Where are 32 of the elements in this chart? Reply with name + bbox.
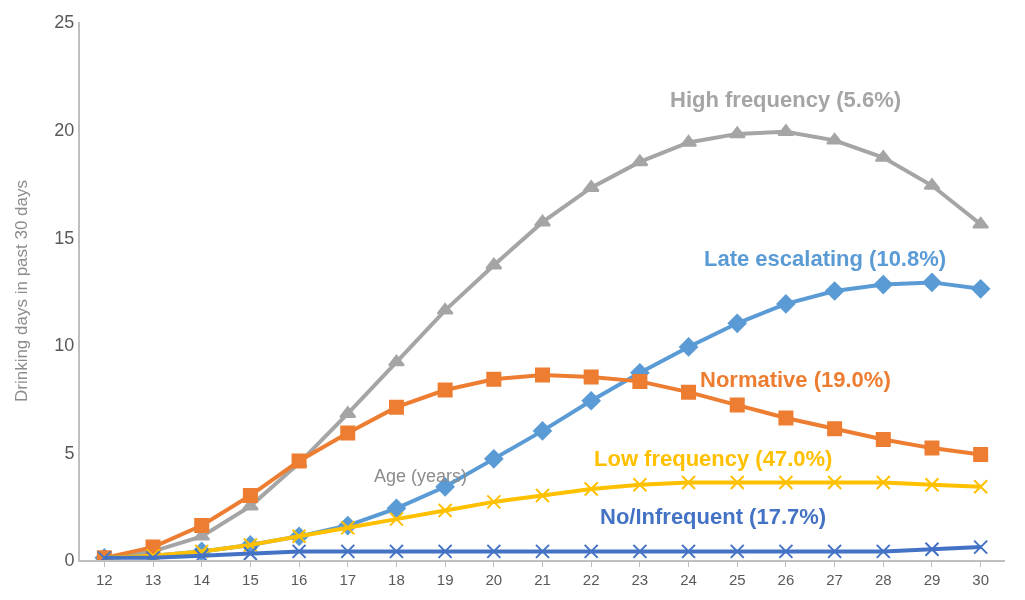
x-tick-label: 25	[728, 571, 746, 588]
series-label: Normative (19.0%)	[700, 367, 891, 392]
y-tick-label: 25	[54, 12, 75, 33]
y-tick-label: 0	[64, 550, 75, 571]
y-tick-label: 10	[54, 335, 75, 356]
x-tick-label: 26	[777, 571, 795, 588]
x-tick-label: 17	[339, 571, 357, 588]
series-label: No/Infrequent (17.7%)	[600, 504, 827, 529]
y-tick-label: 20	[54, 119, 75, 140]
x-tick-label: 16	[290, 571, 308, 588]
y-tick-label: 5	[64, 442, 75, 463]
x-tick-label: 29	[923, 571, 941, 588]
x-tick-label: 14	[193, 571, 211, 588]
x-tick-label: 13	[144, 571, 162, 588]
x-tick-label: 18	[388, 571, 405, 588]
x-tick-label: 27	[826, 571, 843, 588]
y-axis-title: Drinking days in past 30 days	[12, 179, 32, 403]
x-tick-label: 20	[485, 571, 503, 588]
x-tick-label: 22	[582, 571, 600, 588]
series-label: Low frequency (47.0%)	[594, 446, 833, 471]
x-tick-label: 23	[631, 571, 649, 588]
series-label: High frequency (5.6%)	[670, 87, 902, 112]
series-label: Late escalating (10.8%)	[704, 246, 947, 271]
x-tick-label: 28	[874, 571, 892, 588]
x-axis-title: Age (years)	[374, 466, 468, 486]
x-tick-label: 21	[534, 571, 551, 588]
x-tick-label: 24	[680, 571, 697, 588]
x-tick-label: 30	[972, 571, 989, 588]
x-tick-label: 19	[436, 571, 454, 588]
x-tick-label: 12	[96, 571, 113, 588]
x-tick-label: 15	[242, 571, 259, 588]
y-tick-label: 15	[54, 227, 75, 248]
